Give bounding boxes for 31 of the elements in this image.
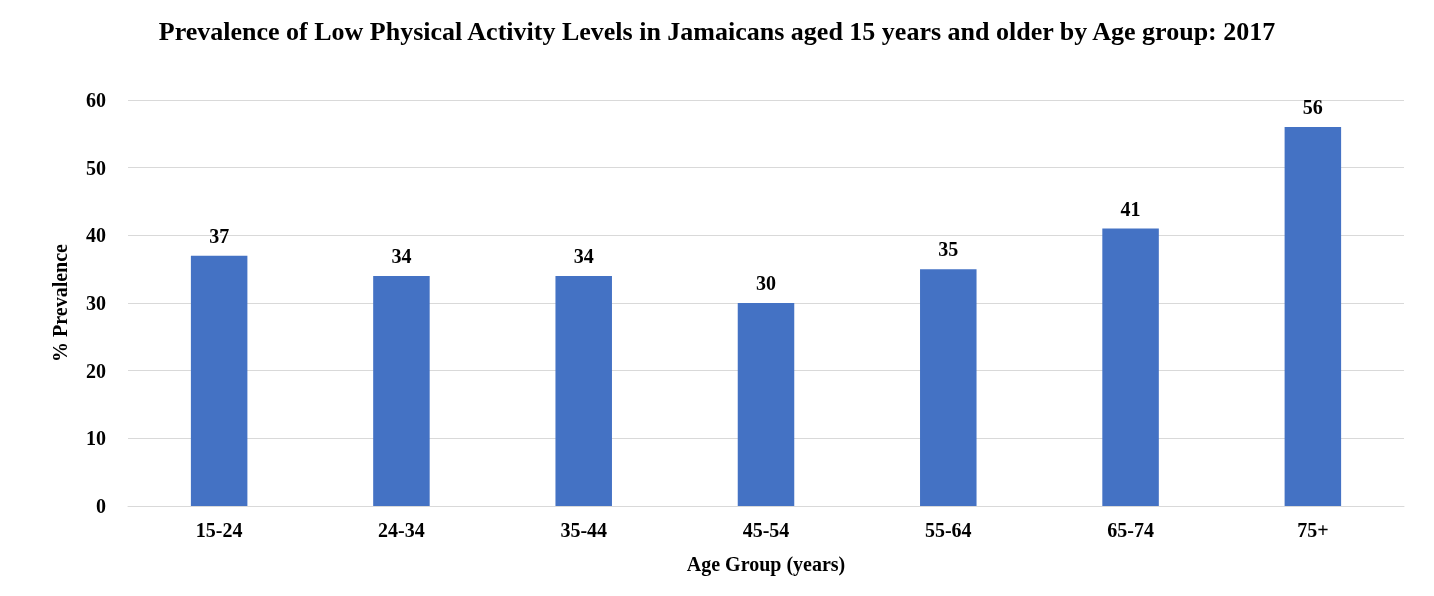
- x-tick-label: 45-54: [742, 519, 790, 541]
- data-label: 41: [1120, 197, 1141, 220]
- x-axis-title: Age Group (years): [686, 553, 846, 576]
- bar: [1284, 127, 1342, 506]
- y-tick-label: 0: [96, 495, 106, 517]
- data-label: 30: [756, 272, 776, 294]
- data-label: 56: [1302, 96, 1323, 119]
- y-tick-label: 40: [86, 224, 106, 247]
- x-tick-label: 55-64: [924, 519, 972, 541]
- chart-title: Prevalence of Low Physical Activity Levels in Jamaicans aged 15 years and older by Age group: 2017: [158, 16, 1276, 46]
- bar: [920, 269, 977, 506]
- x-tick-label: 15-24: [195, 519, 243, 541]
- x-tick-label: 35-44: [560, 519, 608, 541]
- y-tick-label: 10: [86, 427, 106, 450]
- data-label: 35: [938, 238, 959, 261]
- x-tick-label: 65-74: [1107, 519, 1154, 541]
- y-tick-label: 20: [86, 359, 106, 382]
- data-label: 34: [391, 244, 412, 267]
- x-tick-label: 75+: [1297, 519, 1329, 541]
- data-label: 37: [209, 224, 230, 247]
- bar: [373, 275, 430, 506]
- bar: [190, 255, 248, 506]
- bar: [555, 275, 612, 506]
- x-tick-label: 24-34: [378, 519, 425, 541]
- bar: [737, 303, 795, 506]
- y-tick-label: 50: [86, 156, 106, 179]
- bar: [1102, 228, 1159, 506]
- y-tick-label: 30: [86, 292, 106, 314]
- y-tick-label: 60: [86, 89, 106, 111]
- y-axis-title: % Prevalence: [49, 243, 71, 362]
- data-label: 34: [573, 244, 594, 267]
